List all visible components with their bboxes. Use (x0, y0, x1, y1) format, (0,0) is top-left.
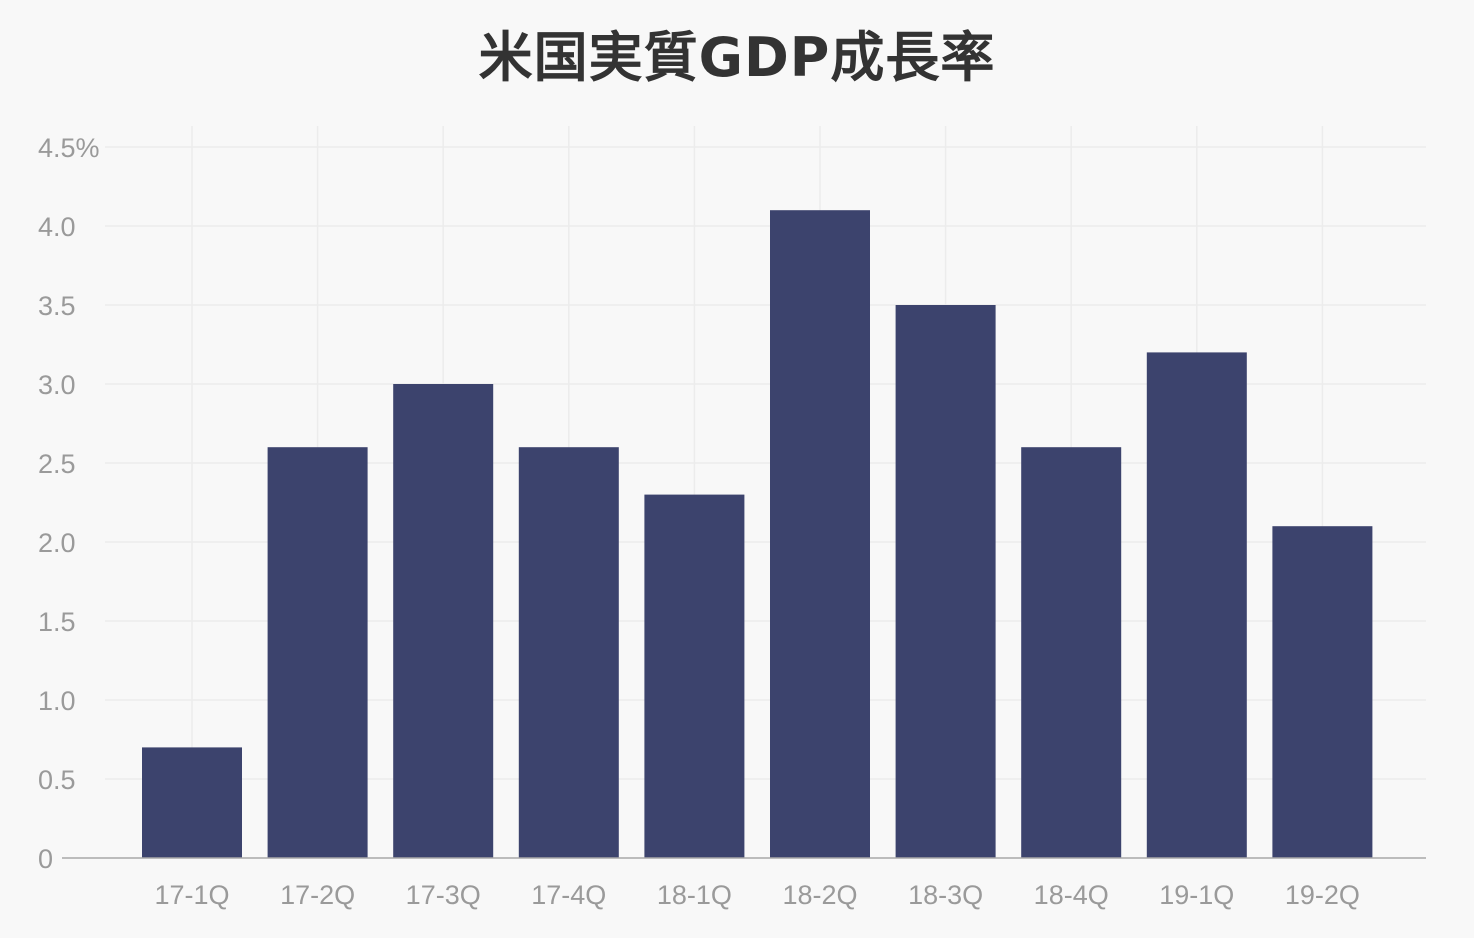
bar-19-1Q (1146, 352, 1247, 858)
y-tick-label: 3.0 (38, 370, 76, 400)
y-tick-label: 1.5 (38, 607, 76, 637)
x-tick-label: 18-3Q (908, 880, 983, 910)
x-tick-label: 17-1Q (154, 880, 229, 910)
x-tick-label: 19-1Q (1159, 880, 1234, 910)
x-tick-label: 17-4Q (531, 880, 606, 910)
bar-17-3Q (393, 384, 494, 858)
y-tick-label: 1.0 (38, 686, 76, 716)
bar-17-1Q (142, 747, 242, 858)
y-tick-label: 4.5% (38, 133, 100, 163)
y-tick-label: 2.0 (38, 528, 76, 558)
bar-18-3Q (895, 305, 996, 858)
y-tick-label: 2.5 (38, 449, 76, 479)
bar-19-2Q (1272, 526, 1373, 858)
x-tick-label: 18-1Q (657, 880, 732, 910)
y-tick-label: 4.0 (38, 212, 76, 242)
bar-18-2Q (770, 210, 870, 858)
y-tick-label: 0.5 (38, 765, 76, 795)
bar-17-2Q (267, 447, 368, 858)
bar-18-4Q (1021, 447, 1122, 858)
x-tick-label: 18-2Q (782, 880, 857, 910)
x-tick-label: 18-4Q (1034, 880, 1109, 910)
chart-title: 米国実質GDP成長率 (478, 26, 996, 89)
bar-17-4Q (518, 447, 619, 858)
y-tick-label: 3.5 (38, 291, 76, 321)
x-tick-label: 17-2Q (280, 880, 355, 910)
x-tick-label: 17-3Q (406, 880, 481, 910)
bar-18-1Q (644, 494, 745, 858)
x-tick-label: 19-2Q (1285, 880, 1360, 910)
y-tick-label: 0 (38, 844, 53, 874)
